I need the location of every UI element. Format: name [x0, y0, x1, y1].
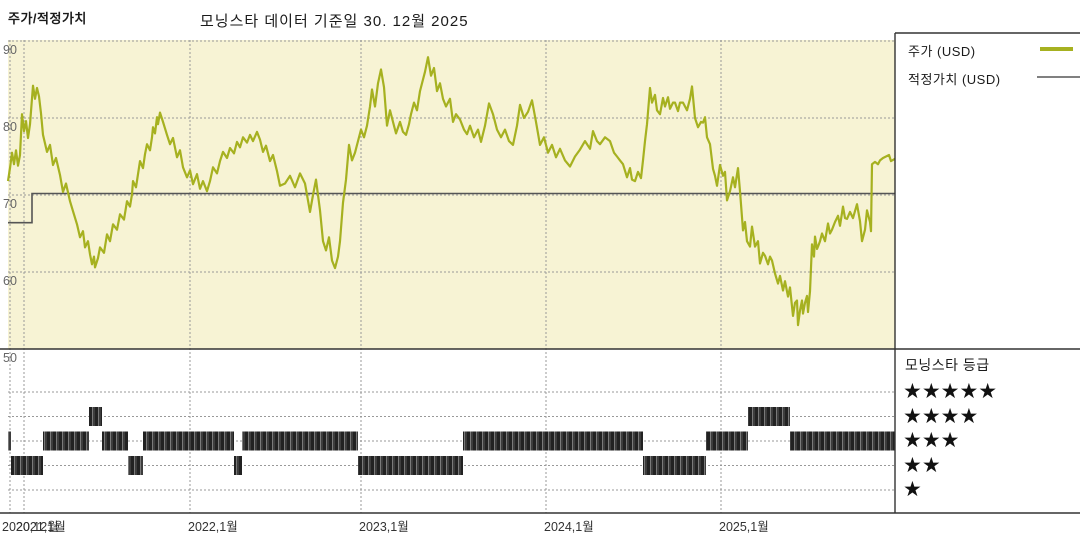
x-tick-label: 2025,1월: [719, 520, 769, 534]
rating-bar-3-star: [463, 431, 643, 451]
rating-bar-2-star: [643, 456, 706, 475]
rating-legend-row-1-star: ★: [903, 478, 922, 501]
y-tick-label-70: 70: [3, 197, 17, 211]
rating-bar-3-star: [102, 431, 128, 451]
rating-bar-3-star: [706, 431, 748, 451]
fair-value-band: [8, 40, 895, 349]
x-tick-label: 2020,12월: [2, 520, 59, 534]
rating-legend-title: 모닝스타 등급: [905, 357, 990, 373]
x-tick-label: 2023,1월: [359, 520, 409, 534]
rating-bar-3-star: [790, 431, 895, 451]
rating-bar-2-star: [234, 456, 242, 475]
rating-bar-3-star: [143, 431, 234, 451]
x-tick-label: 2022,1월: [188, 520, 238, 534]
y-tick-label-60: 60: [3, 274, 17, 288]
rating-bar-3-star: [242, 431, 358, 451]
rating-bar-2-star: [358, 456, 463, 475]
rating-legend-row-3-star: ★★★: [903, 429, 960, 452]
x-tick-label: 2024,1월: [544, 520, 594, 534]
fair-value-line-swatch: [1037, 76, 1080, 78]
rating-bar-3-star: [8, 431, 11, 451]
price-line-swatch: [1040, 47, 1073, 51]
y-tick-label-50: 50: [3, 351, 17, 365]
x-tick-label: 2021,1월: [16, 520, 66, 534]
rating-legend-row-2-star: ★★: [903, 453, 941, 477]
rating-bar-3-star: [43, 431, 89, 451]
rating-legend-row-5-star: ★★★★★: [903, 380, 998, 403]
section-title: 주가/적정가치: [8, 11, 87, 26]
rating-bar-4-star: [748, 407, 790, 426]
legend-price-label: 주가 (USD): [908, 44, 976, 59]
y-tick-label-90: 90: [3, 43, 17, 57]
rating-bar-2-star: [11, 456, 43, 475]
rating-bar-4-star: [89, 407, 102, 426]
rating-bar-2-star: [128, 456, 143, 475]
price-line: [6, 56, 896, 327]
y-tick-label-80: 80: [3, 120, 17, 134]
legend-fair-value-label: 적정가치 (USD): [908, 72, 1001, 87]
chart-title: 모닝스타 데이터 기준일 30. 12월 2025: [200, 13, 469, 30]
rating-legend-row-4-star: ★★★★: [903, 404, 979, 428]
fair-value-line: [8, 192, 895, 224]
